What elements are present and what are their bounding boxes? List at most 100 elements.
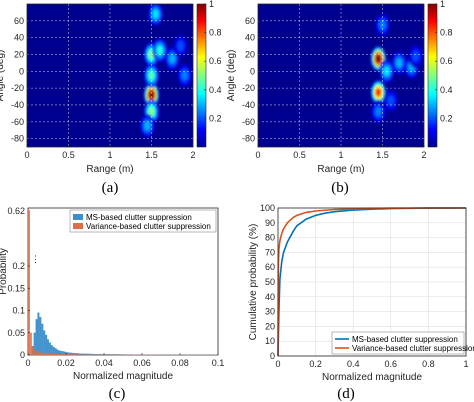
x-axis-label-a: Range (m) xyxy=(86,164,133,175)
colorbar-tick-label-a: 0.4 xyxy=(209,85,222,95)
y-tick-label-b: 40 xyxy=(245,33,255,43)
x-tick-label-d: 0.8 xyxy=(422,359,435,369)
y-tick-label-a: 20 xyxy=(14,49,24,59)
heatmap-cell-a-4-3 xyxy=(156,45,163,55)
y-axis-label-b: Angle (deg) xyxy=(226,50,237,102)
histogram-bar-variance xyxy=(67,354,70,356)
x-tick-label-a: 1 xyxy=(107,150,112,160)
y-tick-label-a: 40 xyxy=(14,33,24,43)
heatmap-cell-b-3-3 xyxy=(396,58,402,68)
x-tick-label-c: 0.02 xyxy=(57,358,75,368)
histogram-bar-ms xyxy=(41,323,44,356)
colorbar-tick-label-a: 1 xyxy=(209,0,214,9)
x-tick-label-b: 0 xyxy=(255,150,260,160)
legend-box-d xyxy=(331,331,465,355)
y-tick-label-a: -80 xyxy=(11,134,24,144)
y-tick-label-d: 100 xyxy=(260,203,275,213)
cdf-panel-d: 0 0.2 0.4 0.6 0.8 10102030405060708090100Norm… xyxy=(248,203,474,383)
y-tick-label-c: 0.2 xyxy=(12,261,25,271)
legend-swatch-c xyxy=(73,214,83,220)
y-tick-label-a: -20 xyxy=(11,83,24,93)
y-tick-label-b: -60 xyxy=(242,117,255,127)
heatmap-cell-a-3-3 xyxy=(148,107,155,117)
colorbar-tick-label-a: 0.8 xyxy=(209,28,222,38)
legend-box-c xyxy=(69,209,217,233)
x-tick-label-b: 0.5 xyxy=(293,150,306,160)
colorbar-b xyxy=(427,3,438,148)
x-tick-label-a: 0 xyxy=(24,150,29,160)
y-tick-label-c: 0 xyxy=(20,350,25,360)
histogram-bar-variance xyxy=(31,346,34,356)
y-tick-label-d: 90 xyxy=(265,218,275,228)
histogram-bar-ms xyxy=(44,334,48,356)
y-tick-label-c: 0.05 xyxy=(7,328,25,338)
x-tick-label-d: 0.6 xyxy=(385,359,398,369)
y-tick-label-d: 20 xyxy=(265,321,275,331)
colorbar-tick-label-b: 0.8 xyxy=(440,28,453,38)
y-tick-label-d: 60 xyxy=(265,262,275,272)
heatmap-cell-b-8-3 xyxy=(412,51,419,61)
histogram-bar-ms xyxy=(43,330,46,356)
colorbar-tick-label-b: 0.2 xyxy=(440,113,453,123)
y-axis-label-d: Cumulative probability (%) xyxy=(248,224,259,341)
y-tick-label-d: 50 xyxy=(265,277,275,287)
histogram-bar-variance xyxy=(35,350,38,356)
histogram-bar-variance xyxy=(37,351,40,356)
y-axis-label-c: Probability xyxy=(0,248,9,295)
legend-label-d: Variance-based clutter suppression xyxy=(352,344,474,353)
axes-frame-c xyxy=(27,207,219,356)
x-axis-label-d: Normalized magnitude xyxy=(322,372,422,383)
histogram-bar-variance xyxy=(46,353,49,356)
histogram-bar-variance xyxy=(29,332,32,356)
x-tick-label-d: 1 xyxy=(463,359,468,369)
axes-frame-d xyxy=(277,207,467,357)
x-tick-label-a: 0.5 xyxy=(62,150,75,160)
colorbar-a xyxy=(196,3,207,148)
histogram-bar-ms xyxy=(46,339,49,356)
histogram-bar-variance xyxy=(54,353,57,356)
x-tick-label-c: 0.1 xyxy=(212,358,225,368)
colorbar-tick-label-a: 0.2 xyxy=(209,113,222,123)
histogram-bar-variance xyxy=(58,354,61,356)
colorbar-tick-label-b: 0.4 xyxy=(440,85,453,95)
y-tick-label-d: 70 xyxy=(265,247,275,257)
histogram-panel-c: ⋮ 0 0.02 0.04 0.06 0.08 0.1 0 0.05 0.1 0.15 0.2 0.62… xyxy=(0,206,224,382)
histogram-bar-variance xyxy=(33,349,36,356)
y-tick-label-b: 20 xyxy=(245,49,255,59)
heatmap-panel-a: 0 0.5 1 1.5 2 -80 -60 -40 -20 0 20 40 60 Range (m) Ang… xyxy=(0,0,222,175)
y-tick-label-b: 60 xyxy=(245,16,255,26)
x-tick-label-a: 2 xyxy=(190,150,195,160)
histogram-bar-variance xyxy=(69,354,72,356)
heatmap-cell-b-0-3 xyxy=(375,54,382,64)
heatmap-cell-b-6-3 xyxy=(375,107,382,117)
histogram-bar-ms xyxy=(35,319,38,356)
histogram-bar-variance xyxy=(56,354,59,356)
legend-swatch-c xyxy=(73,223,83,229)
y-tick-label-d: 40 xyxy=(265,292,275,302)
histogram-bar-ms xyxy=(48,342,51,356)
x-tick-label-d: 0.2 xyxy=(309,359,322,369)
caption-b: (b) xyxy=(331,180,349,196)
heatmap-cell-a-7-3 xyxy=(181,71,188,80)
legend-label-c: Variance-based clutter suppression xyxy=(86,222,211,231)
x-tick-label-b: 1.5 xyxy=(376,150,389,160)
y-tick-label-c: 0.1 xyxy=(12,306,25,316)
heatmap-cell-a-8-3 xyxy=(177,41,184,51)
y-tick-label-b: 0 xyxy=(250,66,255,76)
heatmap-cell-b-1-3 xyxy=(375,87,382,97)
x-tick-label-d: 0 xyxy=(275,359,280,369)
histogram-bar-variance xyxy=(43,352,46,356)
heatmap-cell-a-5-3 xyxy=(152,9,159,19)
x-axis-label-b: Range (m) xyxy=(317,164,364,175)
histogram-bar-variance xyxy=(44,353,48,356)
histogram-bar-variance xyxy=(73,354,76,356)
heatmap-panel-b: 0 0.5 1 1.5 2 -80 -60 -40 -20 0 20 40 60 Range (m) Ang… xyxy=(226,0,453,175)
histogram-bar-ms xyxy=(39,317,42,356)
histogram-bar-variance xyxy=(71,354,74,356)
y-tick-label-a: 0 xyxy=(19,66,24,76)
y-tick-label-b: -20 xyxy=(242,83,255,93)
y-tick-label-d: 30 xyxy=(265,307,275,317)
heatmap-cell-a-6-3 xyxy=(169,54,176,64)
histogram-bar-variance xyxy=(27,209,30,356)
